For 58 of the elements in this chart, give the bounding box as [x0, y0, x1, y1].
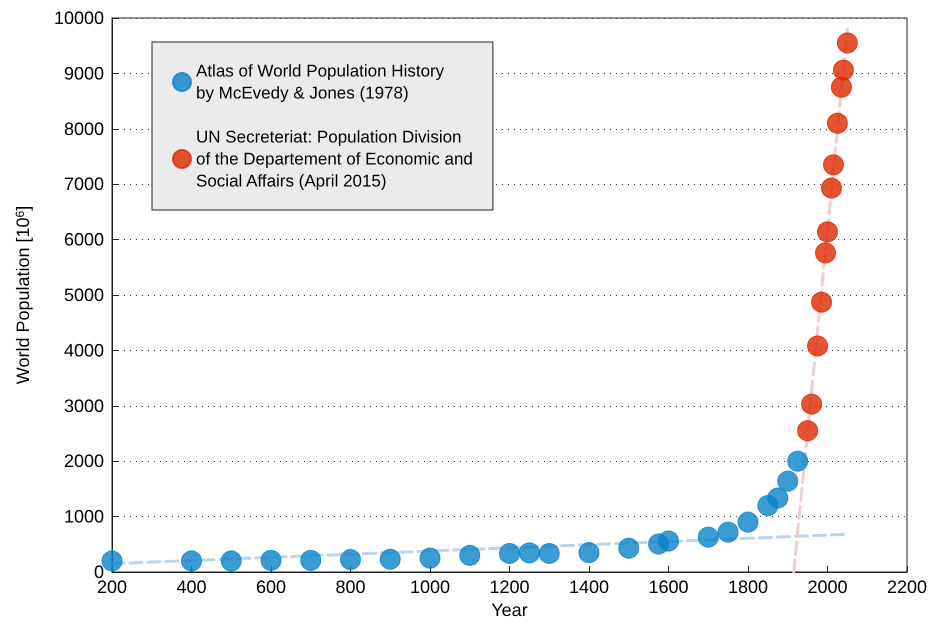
point — [658, 530, 679, 552]
point — [380, 548, 401, 570]
y-tick-label: 6000 — [64, 230, 104, 250]
point — [820, 178, 842, 199]
y-tick-label: 5000 — [64, 285, 104, 305]
x-tick-label: 400 — [176, 577, 207, 597]
point — [340, 549, 361, 570]
point — [811, 292, 832, 313]
point — [718, 522, 739, 543]
y-tick-label: 4000 — [64, 340, 104, 360]
x-tick-label: 2200 — [886, 577, 928, 597]
point — [698, 526, 719, 548]
x-tick-label: 600 — [256, 577, 286, 597]
x-tick-label: 1000 — [410, 577, 450, 597]
y-tick-label: 10000 — [54, 8, 104, 28]
point — [830, 76, 852, 98]
point — [822, 154, 844, 176]
point — [518, 542, 540, 564]
point — [797, 420, 818, 442]
point — [817, 221, 838, 242]
legend-label: Atlas of World Population History by McEvedy & Jones (1978) — [196, 62, 445, 102]
x-tick-label: 1400 — [568, 577, 610, 597]
y-tick-label: 7000 — [64, 174, 104, 194]
x-tick-label: 2000 — [807, 577, 848, 597]
point — [836, 32, 858, 54]
point — [832, 60, 854, 81]
y-tick-label: 1000 — [64, 506, 104, 527]
y-tick-label: 8000 — [64, 118, 104, 139]
point — [826, 112, 848, 134]
y-axis-title: World Population [106] — [13, 206, 33, 384]
point — [300, 550, 322, 571]
point — [738, 512, 758, 533]
point — [767, 488, 788, 509]
point — [538, 542, 560, 564]
y-tick-label: 3000 — [64, 396, 104, 416]
point — [499, 542, 520, 564]
point — [578, 542, 600, 564]
point — [181, 550, 202, 572]
point — [815, 242, 836, 264]
x-tick-label: 1800 — [728, 577, 768, 597]
point — [420, 548, 440, 569]
legend-label: UN Secreteriat: Population Division of the Departement of Economic and Social Affairs (April 2015) — [196, 128, 473, 190]
point — [102, 550, 122, 572]
point — [807, 335, 828, 356]
point — [801, 394, 822, 415]
x-tick-label: 800 — [335, 577, 366, 597]
x-tick-label: 1600 — [648, 577, 689, 597]
y-tick-label: 2000 — [64, 451, 104, 472]
point — [787, 450, 808, 472]
point — [618, 538, 640, 559]
point — [459, 544, 480, 566]
point — [260, 550, 282, 571]
point — [220, 550, 242, 572]
point — [777, 470, 798, 492]
x-axis-title: Year — [491, 600, 528, 620]
x-tick-label: 200 — [96, 577, 128, 597]
y-tick-label: 9000 — [64, 63, 104, 84]
x-tick-label: 1200 — [489, 577, 530, 597]
